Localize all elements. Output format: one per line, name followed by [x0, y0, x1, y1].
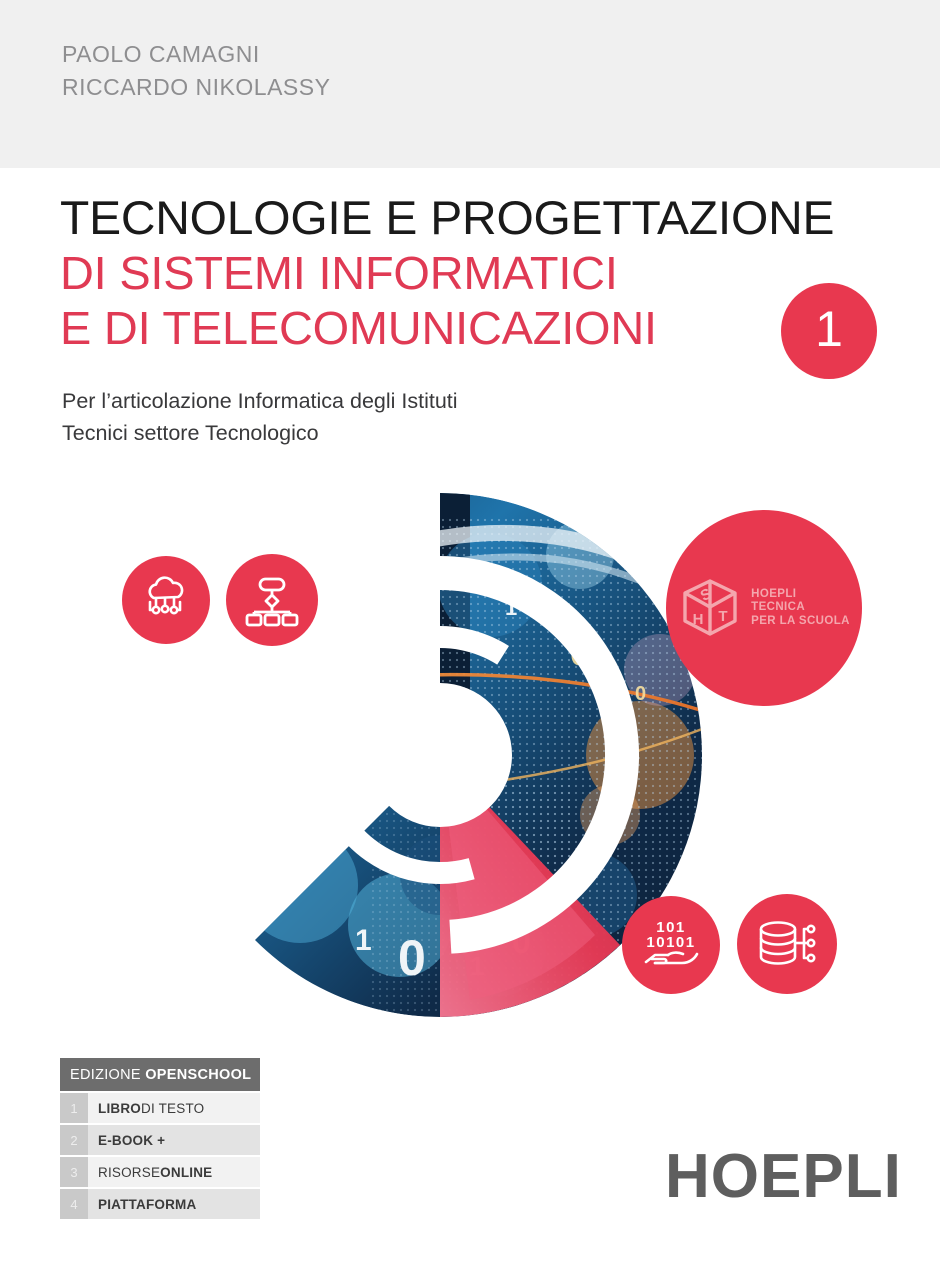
openschool-row-1-bold: LIBRO — [98, 1100, 141, 1116]
openschool-row-4: 4 PIATTAFORMA — [60, 1189, 260, 1219]
hoepli-tecnica-text: HOEPLI TECNICA PER LA SCUOLA — [751, 588, 850, 628]
openschool-header-light: EDIZIONE — [70, 1067, 146, 1083]
openschool-row-3-number: 3 — [60, 1157, 88, 1187]
openschool-edition-box: EDIZIONE OPENSCHOOL 1 LIBRO DI TESTO 2 E… — [60, 1058, 260, 1219]
cloud-network-icon-glyph — [148, 576, 184, 615]
subtitle-line-1: Per l’articolazione Informatica degli Is… — [62, 389, 458, 413]
hoepli-tecnica-badge: S H T HOEPLI TECNICA PER LA SCUOLA — [666, 510, 862, 706]
cloud-network-icon — [122, 556, 210, 644]
svg-text:0: 0 — [252, 886, 276, 935]
title-line-3: E DI TELECOMUNICAZIONI — [60, 301, 657, 354]
subtitle: Per l’articolazione Informatica degli Is… — [62, 385, 458, 450]
openschool-row-3-rest: RISORSE — [98, 1164, 161, 1180]
subtitle-line-2: Tecnici settore Tecnologico — [62, 421, 319, 446]
title-line-2: DI SISTEMI INFORMATICI — [60, 246, 618, 299]
header-band — [0, 0, 940, 168]
hst-line-3: PER LA SCUOLA — [751, 614, 850, 627]
title-line-1: TECNOLOGIE E PROGETTAZIONE — [60, 191, 835, 244]
hand-binary-icon: 101 10101 — [622, 896, 720, 994]
flowchart-icon — [226, 554, 318, 646]
openschool-row-3: 3 RISORSE ONLINE — [60, 1157, 260, 1187]
authors-block: PAOLO CAMAGNI RICCARDO NIKOLASSY — [62, 38, 330, 103]
database-network-icon-glyph — [759, 921, 816, 965]
flowchart-icon-glyph — [245, 577, 299, 627]
author-name-1: PAOLO CAMAGNI — [62, 41, 260, 67]
author-name-2: RICCARDO NIKOLASSY — [62, 73, 331, 100]
svg-text:1: 1 — [355, 924, 372, 957]
volume-number-badge: 1 — [781, 283, 877, 379]
page-title: TECNOLOGIE E PROGETTAZIONE DI SISTEMI IN… — [60, 193, 834, 352]
hst-letter-t: T — [719, 608, 728, 625]
openschool-row-1-rest: DI TESTO — [141, 1100, 205, 1116]
svg-text:1: 1 — [290, 856, 308, 892]
openschool-row-2-label: E-BOOK + — [88, 1125, 260, 1155]
svg-text:1: 1 — [358, 623, 369, 645]
hst-line-1: HOEPLI — [751, 588, 797, 600]
openschool-row-3-bold: ONLINE — [160, 1164, 213, 1180]
openschool-row-4-label: PIATTAFORMA — [88, 1189, 260, 1219]
openschool-row-4-bold: PIATTAFORMA — [98, 1196, 197, 1212]
openschool-row-3-label: RISORSE ONLINE — [88, 1157, 260, 1187]
openschool-row-1: 1 LIBRO DI TESTO — [60, 1093, 260, 1123]
hand-binary-bottom: 10101 — [646, 934, 695, 951]
volume-number-label: 1 — [815, 301, 843, 357]
openschool-row-4-number: 4 — [60, 1189, 88, 1219]
openschool-row-2: 2 E-BOOK + — [60, 1125, 260, 1155]
openschool-header: EDIZIONE OPENSCHOOL — [60, 1058, 260, 1091]
svg-text:0: 0 — [398, 930, 426, 986]
openschool-row-1-number: 1 — [60, 1093, 88, 1123]
openschool-row-2-bold: E-BOOK + — [98, 1132, 166, 1148]
openschool-header-bold: OPENSCHOOL — [145, 1067, 252, 1083]
hst-cube-icon: S H T — [683, 579, 737, 636]
database-network-icon — [737, 894, 837, 994]
hst-letter-h: H — [693, 611, 704, 628]
publisher-logo: HOEPLI — [665, 1142, 902, 1211]
openschool-row-2-number: 2 — [60, 1125, 88, 1155]
hand-binary-top: 101 — [656, 919, 686, 936]
svg-text:0: 0 — [635, 683, 646, 705]
openschool-row-1-label: LIBRO DI TESTO — [88, 1093, 260, 1123]
hand-binary-icon-glyph: 101 10101 — [644, 919, 699, 965]
hst-line-2: TECNICA — [751, 601, 806, 614]
